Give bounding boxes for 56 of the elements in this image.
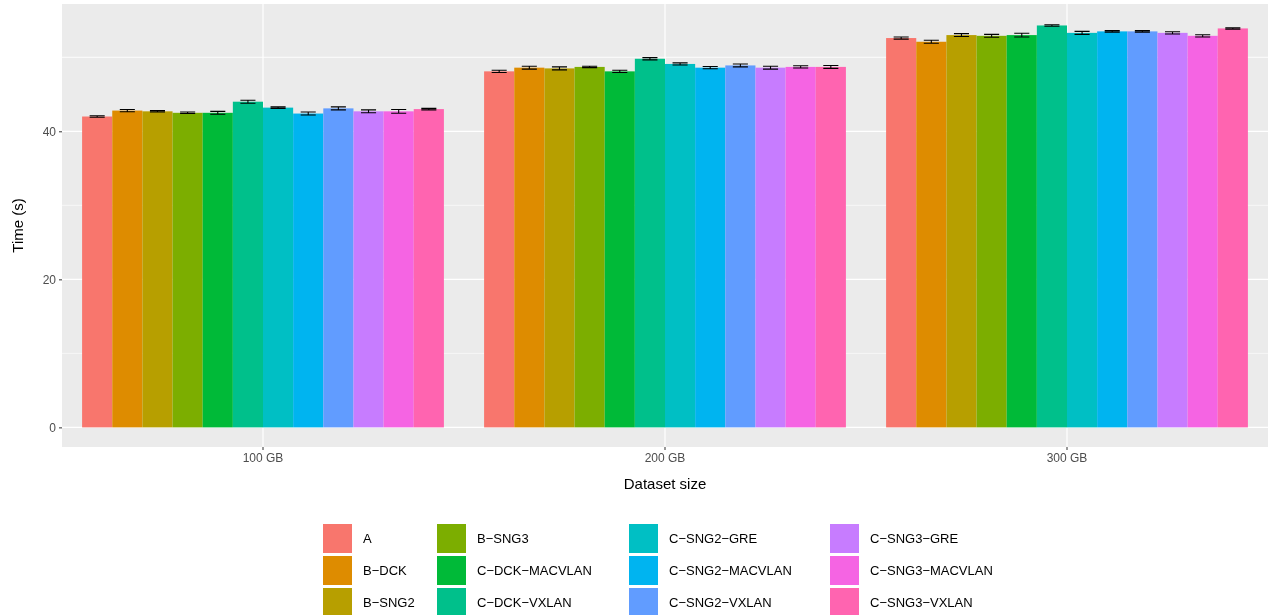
bar: [695, 67, 726, 428]
y-tick-label: 0: [49, 420, 57, 435]
bar: [172, 112, 203, 428]
legend-label: C−SNG3−MACVLAN: [870, 563, 993, 578]
legend-label: C−SNG3−GRE: [870, 531, 959, 546]
bar: [815, 66, 846, 428]
bar: [544, 68, 575, 428]
legend-label: C−SNG2−VXLAN: [669, 595, 772, 610]
bar: [383, 111, 414, 428]
bar: [353, 111, 384, 428]
x-axis-title: Dataset size: [623, 475, 707, 492]
bar: [293, 113, 324, 428]
bar: [1097, 31, 1128, 428]
legend-label: C−SNG2−MACVLAN: [669, 563, 792, 578]
bar: [1006, 35, 1037, 428]
bar: [323, 108, 354, 428]
legend-label: C−DCK−VXLAN: [477, 595, 572, 610]
legend-label: B−DCK: [363, 563, 408, 578]
bar: [634, 58, 665, 428]
bar: [1036, 25, 1067, 428]
bar: [514, 67, 545, 428]
bar: [755, 67, 786, 428]
y-tick-label: 40: [42, 124, 57, 139]
bar: [1067, 32, 1098, 428]
bar: [1127, 31, 1158, 428]
bar: [142, 111, 173, 428]
bar: [976, 35, 1007, 428]
bar: [112, 110, 143, 428]
bar: [484, 71, 515, 428]
legend-label: A: [363, 531, 372, 546]
x-tick-label: 100 GB: [242, 450, 284, 465]
bar: [785, 66, 816, 428]
y-tick-label: 20: [42, 272, 57, 287]
bar: [574, 66, 605, 428]
bar: [413, 109, 444, 428]
bar: [725, 65, 756, 428]
bar: [263, 107, 294, 428]
legend-label: C−SNG3−VXLAN: [870, 595, 973, 610]
legend-label: B−SNG3: [477, 531, 529, 546]
bar: [665, 63, 696, 428]
bar: [886, 38, 917, 428]
y-axis-title: Time (s): [9, 198, 26, 253]
bar: [1187, 35, 1218, 428]
x-tick-label: 200 GB: [644, 450, 686, 465]
bar: [604, 71, 635, 428]
bar: [232, 101, 263, 428]
bar: [1157, 32, 1188, 428]
x-tick-label: 300 GB: [1046, 450, 1088, 465]
legend-label: B−SNG2: [363, 595, 415, 610]
bar: [202, 112, 233, 428]
bar: [1217, 28, 1248, 428]
legend-label: C−SNG2−GRE: [669, 531, 758, 546]
bar: [82, 116, 113, 428]
bar: [946, 35, 977, 428]
legend-label: C−DCK−MACVLAN: [477, 563, 592, 578]
bar: [916, 41, 947, 428]
